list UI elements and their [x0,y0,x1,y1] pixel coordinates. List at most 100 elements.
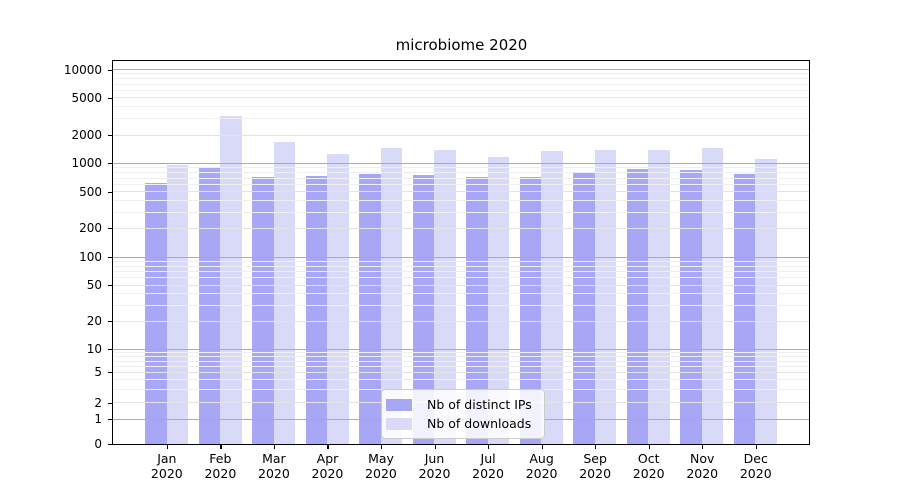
bar-nb-of-downloads-dec [755,158,777,444]
minor-gridline [113,365,809,367]
y-axis-tick-mark [108,257,112,259]
x-axis-tick-mark [648,445,650,449]
y-axis-tick-label: 100 [79,250,102,264]
x-axis-tick-label: Jun 2020 [418,451,451,481]
y-axis-tick-mark [108,419,112,421]
bar-nb-of-distinct-ips-sep [573,172,595,444]
x-axis-tick-mark [488,445,490,449]
x-axis-tick-mark [273,445,276,449]
y-axis-tick-label: 10 [86,341,102,356]
bar-nb-of-downloads-nov [701,148,724,444]
x-axis-tick-label: Mar 2020 [258,451,290,481]
x-axis-tick-mark [434,445,436,449]
x-axis-tick-mark [380,445,383,449]
bar-nb-of-downloads-apr [327,153,349,444]
bar-nb-of-downloads-feb [220,116,242,444]
minor-gridline [113,379,809,381]
y-axis-tick-mark [108,163,112,165]
legend: Nb of distinct IPs Nb of downloads [381,389,545,439]
y-axis-tick-mark [108,285,112,287]
legend-item-label: Nb of distinct IPs [427,397,532,412]
legend-swatch [386,417,412,430]
y-axis-tick-label: 5 [94,365,102,380]
minor-gridline [113,118,809,120]
y-axis-tick-label: 2000 [71,128,102,142]
bar-nb-of-downloads-aug [541,151,563,444]
mid-gridline [113,134,809,136]
y-axis-tick-label: 1 [94,412,102,426]
bar-nb-of-distinct-ips-nov [680,169,702,444]
bar-nb-of-distinct-ips-aug [519,176,542,444]
plot-area: Nb of distinct IPs Nb of downloads [112,60,810,445]
y-axis-tick-mark [108,69,112,71]
legend-item: Nb of downloads [386,414,538,433]
minor-gridline [113,167,809,169]
mid-gridline [113,228,809,229]
minor-gridline [113,200,809,202]
y-axis-tick-label: 5000 [71,90,102,105]
legend-item: Nb of distinct IPs [386,395,538,414]
y-axis-tick-mark [108,321,112,323]
x-axis-tick-label: May 2020 [365,451,397,481]
y-axis-tick-label: 200 [79,221,102,236]
bar-nb-of-downloads-oct [648,150,670,444]
x-axis-tick-label: Aug 2020 [525,451,558,481]
bar-nb-of-downloads-jun [434,150,456,444]
y-axis-tick-label: 10000 [63,62,102,77]
bar-nb-of-distinct-ips-feb [198,167,221,444]
y-axis-tick-label: 500 [79,184,102,199]
mid-gridline [113,320,809,322]
legend-swatch [386,398,412,411]
x-axis-tick-label: Jul 2020 [472,451,504,481]
bar-nb-of-downloads-mar [273,142,296,444]
bar-nb-of-distinct-ips-apr [305,175,328,444]
bar-nb-of-distinct-ips-mar [252,176,274,444]
x-axis-tick-mark [702,445,704,449]
minor-gridline [113,78,809,80]
chart-title: microbiome 2020 [395,36,528,54]
major-gridline [113,256,809,258]
minor-gridline [113,293,809,295]
bar-nb-of-distinct-ips-may [359,173,381,444]
minor-gridline [113,73,809,75]
bar-nb-of-distinct-ips-jan [145,183,167,444]
minor-gridline [113,265,809,267]
minor-gridline [113,356,809,358]
mid-gridline [113,372,809,373]
y-axis-tick-label: 20 [86,314,102,328]
y-axis-tick-label: 0 [94,437,102,452]
mid-gridline [113,191,809,193]
x-axis-tick-label: Apr 2020 [311,451,344,481]
x-axis-tick-mark [327,445,329,449]
y-axis-tick-mark [108,402,112,404]
minor-gridline [113,304,809,306]
bar-nb-of-downloads-jan [166,164,189,444]
bar-nb-of-downloads-may [380,148,403,444]
bar-nb-of-distinct-ips-jul [466,176,488,444]
major-gridline [113,69,809,71]
y-axis-tick-mark [108,135,112,137]
major-gridline [113,163,809,164]
minor-gridline [113,260,809,262]
minor-gridline [113,172,809,174]
x-axis-tick-mark [541,445,543,449]
x-axis-tick-mark [595,445,597,449]
y-axis-tick-mark [108,191,112,193]
minor-gridline [113,89,809,91]
y-axis-tick-mark [108,348,112,350]
mid-gridline [113,284,809,286]
bar-nb-of-distinct-ips-oct [626,168,649,444]
bar-nb-of-downloads-sep [594,150,617,444]
minor-gridline [113,277,809,279]
minor-gridline [113,352,809,354]
y-axis-tick-mark [108,97,112,99]
y-axis-tick-mark [108,444,112,446]
x-axis-tick-label: Sep 2020 [579,451,612,481]
minor-gridline [113,183,809,185]
mid-gridline [113,97,809,99]
x-axis-tick-mark [220,445,222,449]
y-axis-tick-mark [108,228,112,230]
minor-gridline [113,177,809,179]
bar-nb-of-distinct-ips-dec [733,173,756,444]
